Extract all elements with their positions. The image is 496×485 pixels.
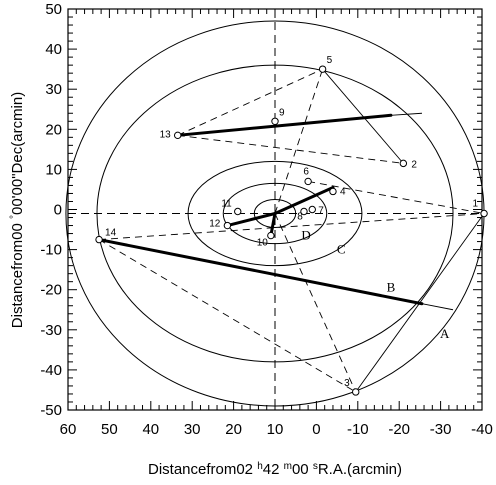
point-label-7: 7: [318, 206, 324, 217]
ring-label-c: C: [337, 242, 346, 257]
point-10: [267, 231, 275, 240]
axis-label-part: 00'00"Dec(arcmin): [9, 92, 26, 215]
axis-label-part: Distancefrom00: [9, 219, 26, 328]
point-4: [329, 187, 337, 196]
y-tick-label: -10: [40, 242, 62, 259]
y-tick-label: 10: [45, 161, 62, 178]
dashed-segment-4: [308, 180, 485, 214]
point-3: [352, 388, 360, 396]
point-14: [95, 235, 103, 244]
point-12: [223, 221, 232, 230]
y-tick-label: -30: [40, 322, 62, 339]
point-label-2: 2: [411, 159, 417, 170]
axis-label-part: 42: [263, 461, 284, 478]
thick-segment-1: [97, 238, 424, 306]
axis-label-part: °: [9, 215, 20, 219]
dashed-segment-6: [274, 213, 357, 393]
ring-label-a: A: [440, 326, 450, 341]
thick-segment-0: [176, 113, 393, 137]
points-layer: [95, 65, 488, 396]
y-tick-label: 40: [45, 41, 62, 58]
thin-segment-2: [390, 112, 422, 116]
y-tick-label: 0: [54, 202, 62, 219]
point-label-8: 8: [297, 212, 303, 223]
point-5: [318, 65, 327, 73]
axis-label-part: h: [257, 461, 263, 472]
point-label-9: 9: [279, 107, 285, 118]
axis-label-part: Distancefrom02: [148, 461, 257, 478]
ring-label-d: D: [301, 228, 310, 243]
point-label-6: 6: [303, 166, 309, 177]
axis-label-part: m: [284, 461, 292, 472]
point-label-10: 10: [257, 238, 269, 249]
y-tick-label: 30: [45, 81, 62, 98]
point-label-11: 11: [221, 199, 232, 210]
point-2: [399, 159, 408, 168]
dashed-segment-3: [98, 239, 356, 393]
thin-segment-0: [322, 68, 404, 164]
point-7: [308, 205, 316, 214]
y-tick-label: 50: [45, 1, 62, 18]
x-tick-label: 20: [225, 421, 242, 438]
x-tick-label: -10: [347, 421, 369, 438]
x-tick-label: -20: [388, 421, 410, 438]
y-tick-label: -20: [40, 282, 62, 299]
point-label-13: 13: [160, 129, 172, 140]
point-13: [174, 131, 182, 140]
point-11: [234, 207, 242, 216]
x-tick-label: 40: [142, 421, 159, 438]
dashed-segment-0: [177, 68, 323, 136]
thick-segment-2: [273, 185, 335, 216]
axis-label-part: 00: [292, 461, 313, 478]
thick-segment-3: [225, 212, 277, 228]
point-9: [271, 117, 279, 125]
y-tick-label: -50: [40, 402, 62, 419]
point-label-3: 3: [344, 378, 350, 389]
x-tick-label: 30: [184, 421, 201, 438]
y-axis-label: Distancefrom00 °00'00"Dec(arcmin): [9, 92, 27, 328]
point-8: [300, 207, 308, 216]
dashed-segment-2: [99, 213, 485, 241]
ring-label-b: B: [387, 280, 396, 295]
point-label-5: 5: [327, 55, 333, 66]
x-tick-label: 10: [267, 421, 284, 438]
point-label-12: 12: [209, 219, 221, 230]
point-label-14: 14: [105, 228, 117, 239]
x-tick-label: 0: [312, 421, 320, 438]
y-tick-label: 20: [45, 121, 62, 138]
x-tick-label: -40: [471, 421, 493, 438]
point-1: [480, 209, 488, 218]
x-tick-label: 60: [60, 421, 77, 438]
shapes-layer: [65, 9, 485, 410]
thick-segment-4: [269, 212, 277, 238]
y-tick-label: -40: [40, 362, 62, 379]
axis-label-part: R.A.(arcmin): [318, 461, 402, 478]
ticks-layer: [67, 8, 483, 411]
x-axis-label: Distancefrom02 h42 m00 sR.A.(arcmin): [148, 461, 402, 479]
dashed-segment-1: [177, 134, 404, 164]
point-label-4: 4: [340, 186, 346, 197]
dashed-segment-5: [274, 69, 324, 214]
point-6: [304, 177, 312, 186]
x-tick-label: 50: [101, 421, 118, 438]
thin-segment-3: [421, 303, 454, 311]
axis-label-part: s: [313, 461, 318, 472]
point-label-1: 1: [473, 199, 479, 210]
x-tick-label: -30: [430, 421, 452, 438]
